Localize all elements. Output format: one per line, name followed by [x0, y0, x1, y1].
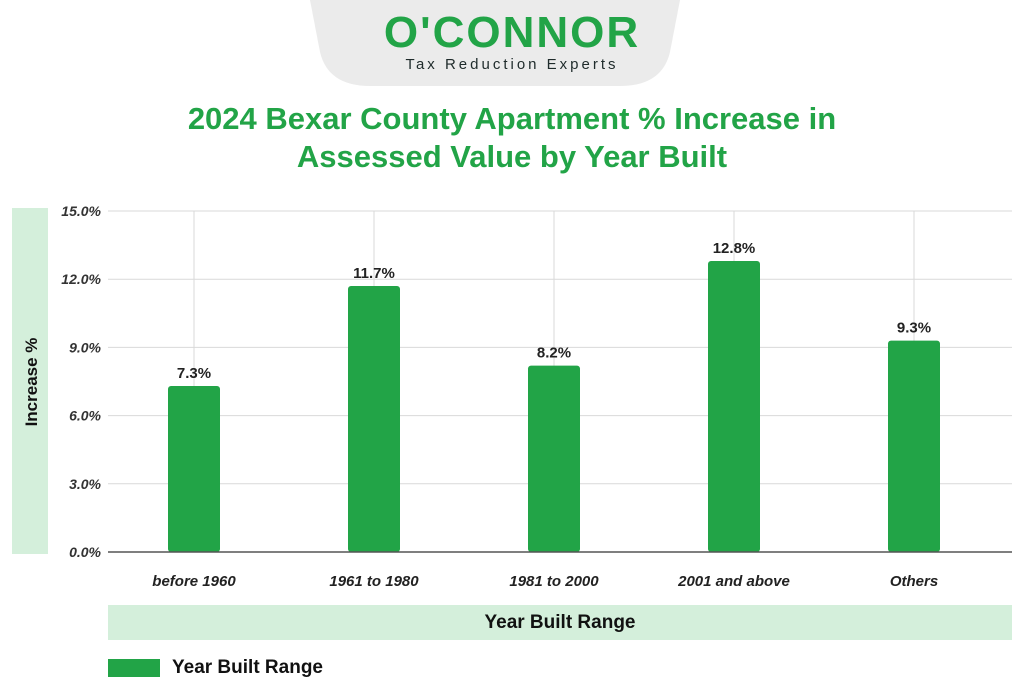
x-tick-label: 2001 and above: [677, 573, 790, 590]
bar: [528, 365, 580, 552]
brand-tagline: Tax Reduction Experts: [405, 56, 619, 73]
y-tick-label: 15.0%: [61, 203, 101, 219]
chart-title-line-2: Assessed Value by Year Built: [296, 139, 728, 174]
legend-label: Year Built Range: [172, 657, 323, 678]
chart-title: 2024 Bexar County Apartment % Increase i…: [112, 100, 912, 176]
x-tick-label: 1961 to 1980: [329, 573, 419, 590]
bar-chart: 0.0% 3.0% 6.0% 9.0% 12.0% 15.0% 7.3% before 196…: [61, 203, 1012, 590]
y-tick-label: 9.0%: [69, 339, 101, 355]
bar-data-label: 9.3%: [897, 320, 931, 337]
y-tick-label: 0.0%: [69, 544, 101, 560]
bar: [888, 340, 940, 552]
legend-swatch: [108, 659, 160, 677]
chart-title-line-1: 2024 Bexar County Apartment % Increase i…: [187, 101, 837, 136]
brand-logo: O'CONNOR: [383, 8, 641, 57]
y-tick-label: 3.0%: [69, 476, 101, 492]
bar-data-label: 12.8%: [713, 240, 756, 257]
y-axis-title-panel: [12, 208, 48, 554]
bar: [708, 261, 760, 552]
bar-data-label: 11.7%: [353, 265, 395, 282]
x-tick-label: Others: [890, 573, 938, 590]
x-tick-label: before 1960: [152, 573, 236, 590]
x-axis-title: Year Built Range: [484, 612, 636, 633]
x-tick-label: 1981 to 2000: [509, 573, 599, 590]
bar-data-label: 8.2%: [537, 345, 571, 362]
x-axis-title-panel: [108, 605, 1012, 640]
bar: [348, 286, 400, 552]
bar: [168, 386, 220, 552]
bar-data-label: 7.3%: [177, 365, 211, 382]
logo-tab-background: [310, 0, 680, 86]
y-tick-label: 6.0%: [69, 408, 101, 424]
y-tick-label: 12.0%: [61, 271, 101, 287]
